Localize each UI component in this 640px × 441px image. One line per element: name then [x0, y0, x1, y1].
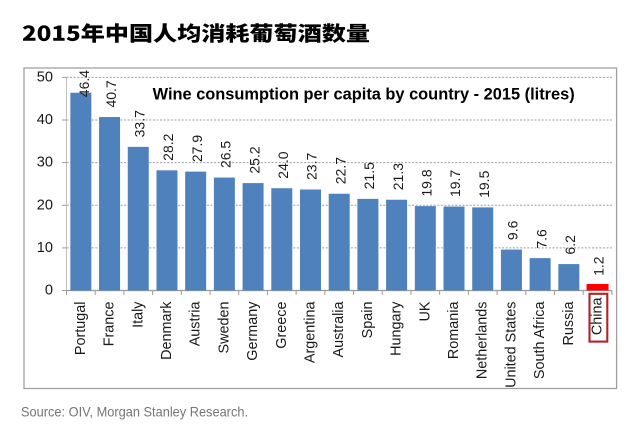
svg-text:19.8: 19.8	[419, 169, 435, 196]
svg-text:23.7: 23.7	[304, 153, 320, 180]
svg-text:26.5: 26.5	[218, 141, 234, 168]
svg-text:Argentina: Argentina	[302, 302, 318, 364]
svg-text:Australia: Australia	[331, 302, 347, 358]
svg-text:33.7: 33.7	[131, 110, 147, 137]
svg-text:7.6: 7.6	[533, 229, 549, 249]
svg-text:25.2: 25.2	[246, 146, 262, 173]
svg-text:Portugal: Portugal	[73, 302, 89, 356]
svg-text:27.9: 27.9	[189, 135, 205, 162]
svg-text:Wine consumption per capita by: Wine consumption per capita by country -…	[153, 86, 575, 104]
svg-text:50: 50	[37, 69, 53, 85]
svg-text:United States: United States	[503, 302, 519, 388]
svg-text:46.4: 46.4	[76, 70, 92, 97]
svg-text:Denmark: Denmark	[159, 301, 175, 360]
svg-text:22.7: 22.7	[332, 157, 348, 184]
svg-text:40: 40	[37, 112, 53, 128]
svg-text:Romania: Romania	[446, 302, 462, 360]
svg-text:30: 30	[37, 155, 53, 171]
svg-text:21.5: 21.5	[361, 162, 377, 189]
svg-text:6.2: 6.2	[562, 235, 578, 255]
svg-text:Germany: Germany	[245, 301, 261, 361]
svg-text:Sweden: Sweden	[216, 302, 232, 354]
svg-text:19.7: 19.7	[447, 170, 463, 197]
svg-text:Greece: Greece	[274, 302, 290, 349]
svg-text:Source: OIV, Morgan Stanley Re: Source: OIV, Morgan Stanley Research.	[21, 404, 248, 420]
svg-text:20: 20	[37, 197, 53, 213]
svg-text:China: China	[590, 298, 606, 336]
svg-text:UK: UK	[417, 301, 433, 321]
svg-text:Hungary: Hungary	[389, 301, 405, 356]
svg-text:Italy: Italy	[130, 301, 146, 328]
svg-text:10: 10	[37, 240, 53, 256]
svg-text:40.7: 40.7	[103, 80, 119, 107]
svg-text:0: 0	[45, 283, 53, 299]
svg-text:24.0: 24.0	[275, 151, 291, 178]
svg-text:France: France	[102, 302, 118, 347]
svg-text:Spain: Spain	[360, 302, 376, 339]
svg-text:19.5: 19.5	[476, 170, 492, 197]
svg-text:9.6: 9.6	[505, 220, 521, 240]
svg-text:21.3: 21.3	[390, 163, 406, 190]
svg-text:28.2: 28.2	[160, 133, 176, 160]
svg-text:Austria: Austria	[188, 302, 204, 347]
svg-text:Russia: Russia	[561, 302, 577, 346]
svg-text:1.2: 1.2	[591, 256, 607, 276]
svg-text:South Africa: South Africa	[532, 302, 548, 380]
svg-text:Netherlands: Netherlands	[475, 301, 491, 379]
